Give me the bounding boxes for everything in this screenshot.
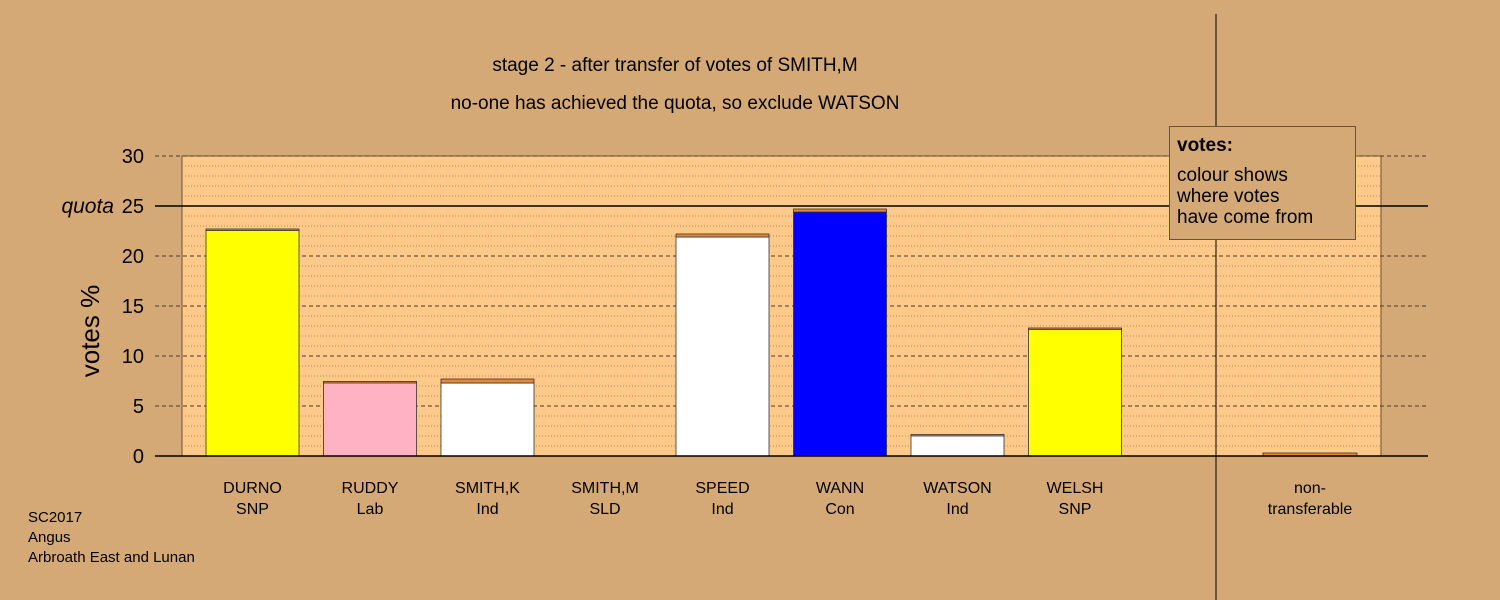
- bar-smithk-transfer: [440, 378, 535, 384]
- y-tick-label: 15: [122, 296, 144, 318]
- x-tick-label-party: SNP: [1059, 501, 1092, 518]
- x-tick-label-name: RUDDY: [342, 480, 399, 497]
- x-tick-label-party: Ind: [476, 501, 498, 518]
- x-tick-label-party: Con: [825, 501, 854, 518]
- x-tick-label-name: WELSH: [1047, 480, 1104, 497]
- y-tick-label: 25: [122, 196, 144, 218]
- y-tick-label: 0: [133, 446, 144, 468]
- footer-election: SC2017: [28, 509, 83, 526]
- bar-welsh-base: [1028, 328, 1122, 457]
- y-tick-label: 10: [122, 346, 144, 368]
- quota-label: quota: [61, 195, 114, 218]
- x-tick-label-nontransferable-2: transferable: [1268, 501, 1353, 518]
- bar-ruddy-transfer: [323, 381, 417, 384]
- bar-speed-base: [675, 236, 770, 457]
- chart-subtitle: no-one has achieved the quota, so exclud…: [450, 93, 900, 114]
- x-tick-label-party: Lab: [357, 501, 384, 518]
- x-tick-label-name: DURNO: [223, 480, 282, 497]
- y-tick-label: 30: [122, 146, 144, 168]
- bar-welsh-transfer: [1028, 327, 1122, 330]
- legend-text: colour shows where votes have come from: [1177, 165, 1314, 228]
- x-tick-label-name: SMITH,M: [571, 480, 639, 497]
- bar-speed-transfer: [675, 233, 770, 238]
- x-tick-label-name: WANN: [816, 480, 864, 497]
- x-tick-label-name: SMITH,K: [455, 480, 520, 497]
- x-tick-label-party: Ind: [711, 501, 733, 518]
- y-axis-label: votes %: [75, 285, 105, 378]
- bar-watson-base: [910, 434, 1005, 457]
- x-tick-label-party: SLD: [589, 501, 620, 518]
- x-tick-label-name: SPEED: [695, 480, 749, 497]
- bar-durno-transfer: [205, 228, 300, 231]
- bar-ruddy-base: [323, 381, 417, 457]
- chart-title: stage 2 - after transfer of votes of SMI…: [492, 55, 858, 76]
- x-tick-label-party: SNP: [236, 501, 269, 518]
- bar-wann-base: [793, 211, 887, 457]
- bar-wann-transfer: [793, 208, 887, 213]
- bar-durno-base: [205, 229, 300, 457]
- footer-ward: Arbroath East and Lunan: [28, 549, 195, 566]
- x-tick-label-name: WATSON: [923, 480, 991, 497]
- bar-smithk-base: [440, 382, 535, 457]
- footer-council: Angus: [28, 529, 71, 546]
- legend-title: votes:: [1177, 135, 1233, 156]
- x-tick-label-party: Ind: [946, 501, 968, 518]
- y-tick-label: 20: [122, 246, 144, 268]
- y-tick-label: 5: [133, 396, 144, 418]
- bar-watson-transfer: [910, 434, 1005, 437]
- x-tick-label-nontransferable-1: non-: [1294, 480, 1326, 497]
- legend-box: votes: colour shows where votes have com…: [1169, 126, 1356, 240]
